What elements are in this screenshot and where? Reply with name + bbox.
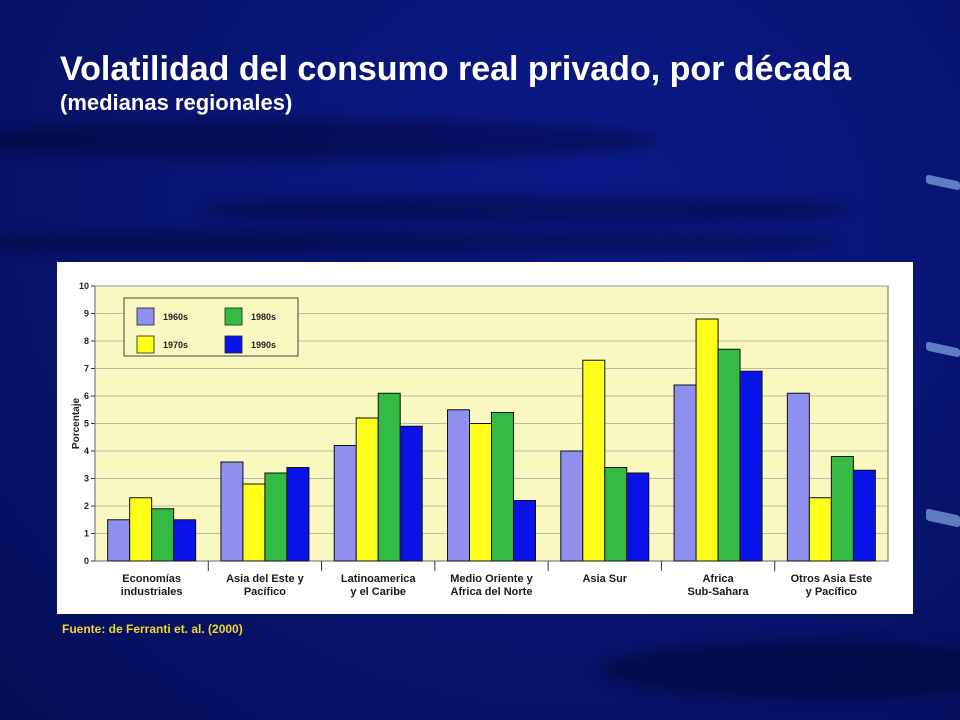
decorative-stripe <box>926 174 960 191</box>
bar-1960s <box>447 409 470 562</box>
y-tick-label: 4 <box>84 446 89 456</box>
bar-1960s <box>220 461 244 562</box>
bar-1980s <box>717 348 741 562</box>
y-tick-label: 7 <box>84 364 89 374</box>
y-tick-label: 6 <box>84 391 89 401</box>
bar-1980s <box>830 456 854 562</box>
title-block: Volatilidad del consumo real privado, po… <box>60 50 860 116</box>
y-tick-label: 3 <box>84 474 89 484</box>
bar-1980s <box>491 412 514 562</box>
bar-1990s <box>399 425 423 562</box>
bar-1990s <box>513 500 536 562</box>
y-tick-label: 8 <box>84 336 89 346</box>
legend-label-1980s: 1980s <box>251 312 276 322</box>
bar-1990s <box>852 469 876 562</box>
x-category-label: y el Caribe <box>350 586 406 598</box>
bar-1960s <box>786 392 810 562</box>
decorative-stripe <box>926 341 960 358</box>
bar-1980s <box>264 472 288 562</box>
bar-1990s <box>173 519 197 562</box>
bar-1980s <box>377 392 401 562</box>
x-category-label: Economías <box>122 573 181 585</box>
y-tick-label: 0 <box>84 556 89 566</box>
bar-1970s <box>355 417 379 562</box>
x-category-label: Otros Asia Este <box>791 573 873 585</box>
x-category-label: Africa del Norte <box>451 586 533 598</box>
y-tick-label: 9 <box>84 309 89 319</box>
x-category-label: Sub-Sahara <box>688 586 750 598</box>
legend-swatch-1970s <box>136 335 155 354</box>
y-tick-label: 5 <box>84 419 89 429</box>
x-category-label: y Pacífico <box>806 586 858 598</box>
y-tick-label: 10 <box>79 281 89 291</box>
bar-1980s <box>604 467 628 562</box>
legend-swatch-1960s <box>136 307 155 326</box>
x-category-label: Africa <box>702 573 734 585</box>
source-note: Fuente: de Ferranti et. al. (2000) <box>62 622 243 636</box>
bar-1990s <box>626 472 650 562</box>
bar-1960s <box>673 384 697 562</box>
x-category-label: Asia del Este y <box>226 573 305 585</box>
bar-1960s <box>560 450 584 562</box>
slide-subtitle: (medianas regionales) <box>60 90 293 115</box>
y-axis-label: Porcentaje <box>71 397 82 449</box>
bar-1960s <box>107 519 131 562</box>
x-category-label: Asia Sur <box>582 573 627 585</box>
decorative-stripe <box>926 508 960 528</box>
chart-panel: 0 1 2 3 4 5 6 7 8 9 10 Porcentaje Economías industria… <box>57 262 913 614</box>
bar-1970s <box>129 497 153 562</box>
legend-swatch-1990s <box>224 335 243 354</box>
bar-1990s <box>739 370 763 562</box>
bar-1990s <box>286 467 310 562</box>
legend-label-1970s: 1970s <box>163 340 188 350</box>
bar-1960s <box>333 445 357 562</box>
bar-1980s <box>151 508 175 562</box>
bar-chart: 0 1 2 3 4 5 6 7 8 9 10 Porcentaje Economíasindustria… <box>71 281 889 598</box>
legend-label-1990s: 1990s <box>251 340 276 350</box>
bar-1970s <box>808 497 832 562</box>
bar-1970s <box>242 483 266 562</box>
legend-label-1960s: 1960s <box>163 312 188 322</box>
x-category-label: industriales <box>121 586 183 598</box>
x-category-label: Pacífico <box>244 586 286 598</box>
x-category-label: Latinoamerica <box>341 573 416 585</box>
bar-1970s <box>469 423 492 562</box>
y-tick-label: 2 <box>84 501 89 511</box>
bar-1970s <box>695 318 719 562</box>
slide-title: Volatilidad del consumo real privado, po… <box>60 50 851 88</box>
x-category-label: Medio Oriente y <box>450 573 533 585</box>
bar-1970s <box>582 359 606 562</box>
legend-swatch-1980s <box>224 307 243 326</box>
y-tick-label: 1 <box>84 529 89 539</box>
